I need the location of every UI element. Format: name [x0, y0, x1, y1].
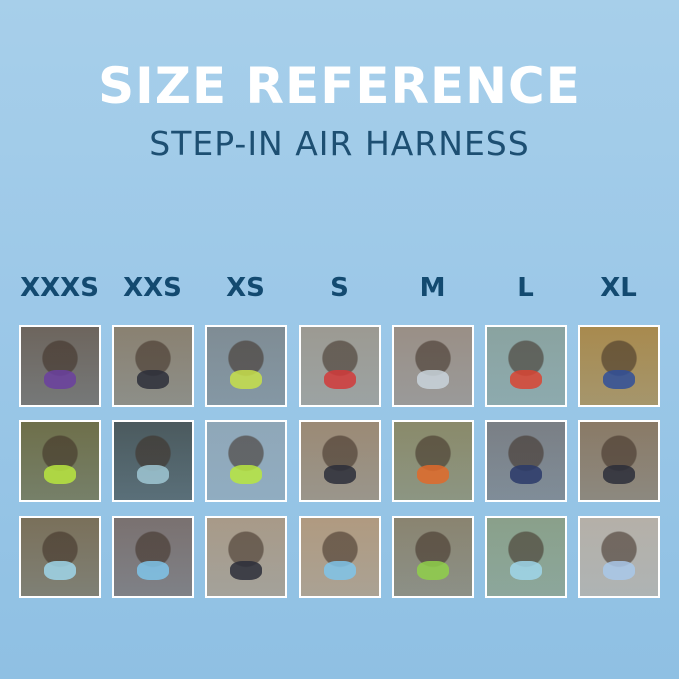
harness-shape [510, 369, 542, 390]
pet-photo [392, 516, 474, 598]
pet-photo [578, 420, 660, 502]
harness-shape [324, 369, 356, 390]
pet-photo [112, 420, 194, 502]
pet-photo [299, 516, 381, 598]
pet-photo [19, 420, 101, 502]
pet-photo [392, 325, 474, 407]
size-label-l: L [517, 273, 534, 303]
pet-photo [485, 516, 567, 598]
harness-shape [603, 464, 635, 485]
harness-shape [417, 369, 449, 390]
harness-shape [324, 560, 356, 581]
pet-photo [205, 325, 287, 407]
harness-shape [324, 464, 356, 485]
pet-photo [578, 325, 660, 407]
harness-shape [510, 464, 542, 485]
harness-shape [603, 369, 635, 390]
size-label-xl: XL [600, 273, 637, 303]
harness-shape [510, 560, 542, 581]
pet-photo [112, 516, 194, 598]
pet-photo [299, 325, 381, 407]
pet-photo [112, 325, 194, 407]
page-subtitle: STEP-IN AIR HARNESS [149, 124, 530, 163]
pet-photo [205, 516, 287, 598]
size-label-xs: XS [226, 273, 265, 303]
pet-photo [392, 420, 474, 502]
pet-photo [485, 420, 567, 502]
harness-shape [417, 560, 449, 581]
harness-shape [44, 369, 76, 390]
pet-photo [205, 420, 287, 502]
harness-shape [44, 464, 76, 485]
pet-photo [578, 516, 660, 598]
harness-shape [417, 464, 449, 485]
harness-shape [137, 369, 169, 390]
pet-photo [299, 420, 381, 502]
harness-shape [230, 369, 262, 390]
harness-shape [137, 560, 169, 581]
pet-photo [19, 516, 101, 598]
harness-shape [230, 560, 262, 581]
harness-shape [44, 560, 76, 581]
pet-photo [19, 325, 101, 407]
pet-photo [485, 325, 567, 407]
size-label-xxs: XXS [123, 273, 182, 303]
page-title: SIZE REFERENCE [98, 57, 581, 115]
harness-shape [230, 464, 262, 485]
harness-shape [137, 464, 169, 485]
size-label-xxxs: XXXS [20, 273, 99, 303]
size-label-m: M [419, 273, 446, 303]
size-label-s: S [330, 273, 349, 303]
harness-shape [603, 560, 635, 581]
